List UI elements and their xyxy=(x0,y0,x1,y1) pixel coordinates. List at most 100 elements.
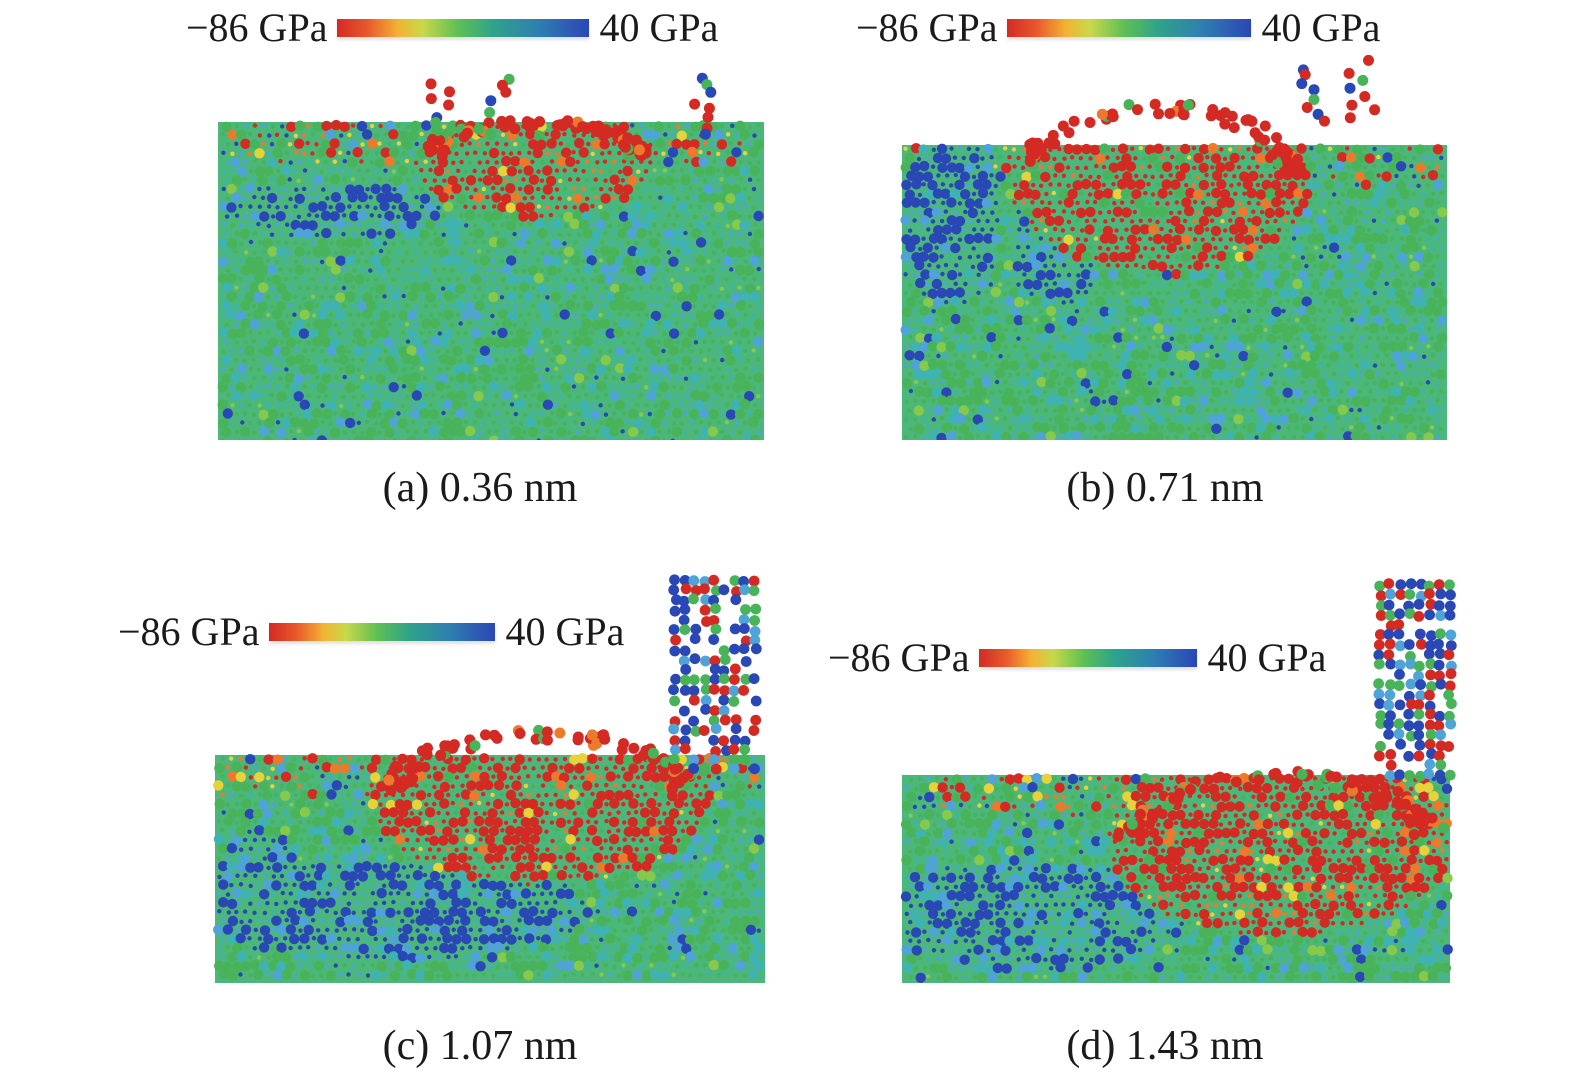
atom xyxy=(278,232,284,238)
atom xyxy=(1150,281,1155,287)
atom xyxy=(541,382,552,393)
atom xyxy=(712,159,717,164)
atom xyxy=(1039,345,1045,350)
atom xyxy=(698,149,703,155)
atom xyxy=(306,375,311,380)
atom xyxy=(1183,308,1188,313)
atom xyxy=(1332,233,1343,244)
atom xyxy=(542,184,553,195)
atom xyxy=(1300,314,1311,325)
atom xyxy=(249,282,260,293)
atom xyxy=(1008,372,1013,378)
atom xyxy=(746,430,751,436)
atom xyxy=(516,775,522,780)
atom xyxy=(957,272,963,277)
atom xyxy=(317,238,328,249)
atom xyxy=(419,131,424,137)
atom xyxy=(1098,252,1109,263)
atom xyxy=(501,318,513,330)
atom xyxy=(396,286,401,291)
atom xyxy=(608,756,613,761)
atom xyxy=(356,120,368,132)
atom xyxy=(549,321,554,326)
atom xyxy=(1317,416,1323,422)
atom xyxy=(954,263,959,268)
atom xyxy=(527,265,538,276)
atom xyxy=(1216,250,1227,262)
atom xyxy=(541,195,546,200)
atom xyxy=(1147,405,1158,416)
atom xyxy=(725,355,736,366)
atom xyxy=(377,430,382,435)
atom xyxy=(1015,424,1020,430)
atom xyxy=(708,193,719,204)
atom xyxy=(525,118,537,130)
atom xyxy=(499,792,505,797)
atom xyxy=(1219,344,1224,349)
atom xyxy=(1063,127,1075,139)
atom xyxy=(612,358,617,363)
atom xyxy=(1232,282,1237,288)
atom xyxy=(1372,146,1377,152)
atom xyxy=(270,784,275,789)
atom xyxy=(500,132,506,137)
atom xyxy=(1219,189,1231,200)
atom xyxy=(474,408,485,419)
atom xyxy=(441,410,446,416)
atom xyxy=(1349,425,1354,430)
atom xyxy=(1380,435,1385,440)
atom xyxy=(299,399,310,410)
atom xyxy=(718,318,729,329)
atom xyxy=(1148,297,1159,308)
atom xyxy=(557,250,563,255)
atom xyxy=(1039,422,1051,433)
atom xyxy=(1140,386,1151,397)
atom xyxy=(563,295,568,301)
atom xyxy=(293,240,298,246)
atom xyxy=(603,412,609,417)
atom xyxy=(1427,236,1432,242)
atom xyxy=(668,328,680,339)
atom xyxy=(1161,341,1172,353)
atom xyxy=(679,330,684,335)
atom xyxy=(747,411,752,417)
atom xyxy=(1270,179,1282,191)
atom xyxy=(1300,368,1312,379)
atom xyxy=(622,249,627,254)
atom xyxy=(1138,399,1143,404)
atom xyxy=(408,130,419,141)
atom xyxy=(1048,417,1053,422)
atom xyxy=(930,164,936,169)
atom xyxy=(307,435,318,440)
atom xyxy=(525,774,531,779)
atom xyxy=(1289,165,1301,176)
atom xyxy=(455,384,460,389)
atom xyxy=(728,232,734,237)
atom xyxy=(503,249,508,255)
atom xyxy=(989,390,994,395)
atom xyxy=(522,765,527,770)
atom xyxy=(1302,188,1313,200)
atom xyxy=(959,171,971,182)
atom xyxy=(957,237,963,242)
atom xyxy=(1301,351,1312,362)
atom xyxy=(650,435,661,440)
atom xyxy=(419,354,431,365)
atom xyxy=(699,128,711,140)
atom xyxy=(373,438,378,440)
atom xyxy=(1418,333,1429,344)
atom xyxy=(683,429,688,435)
atom xyxy=(315,375,320,380)
atom xyxy=(392,187,397,192)
atom xyxy=(1435,398,1440,403)
atom xyxy=(1324,269,1335,280)
atom xyxy=(1053,173,1058,178)
atom xyxy=(1209,344,1214,350)
atom xyxy=(671,312,676,317)
atom xyxy=(240,264,251,276)
atom xyxy=(345,254,356,266)
atom xyxy=(427,134,438,145)
atom xyxy=(907,282,912,287)
atom xyxy=(671,138,682,150)
atom xyxy=(449,195,455,200)
